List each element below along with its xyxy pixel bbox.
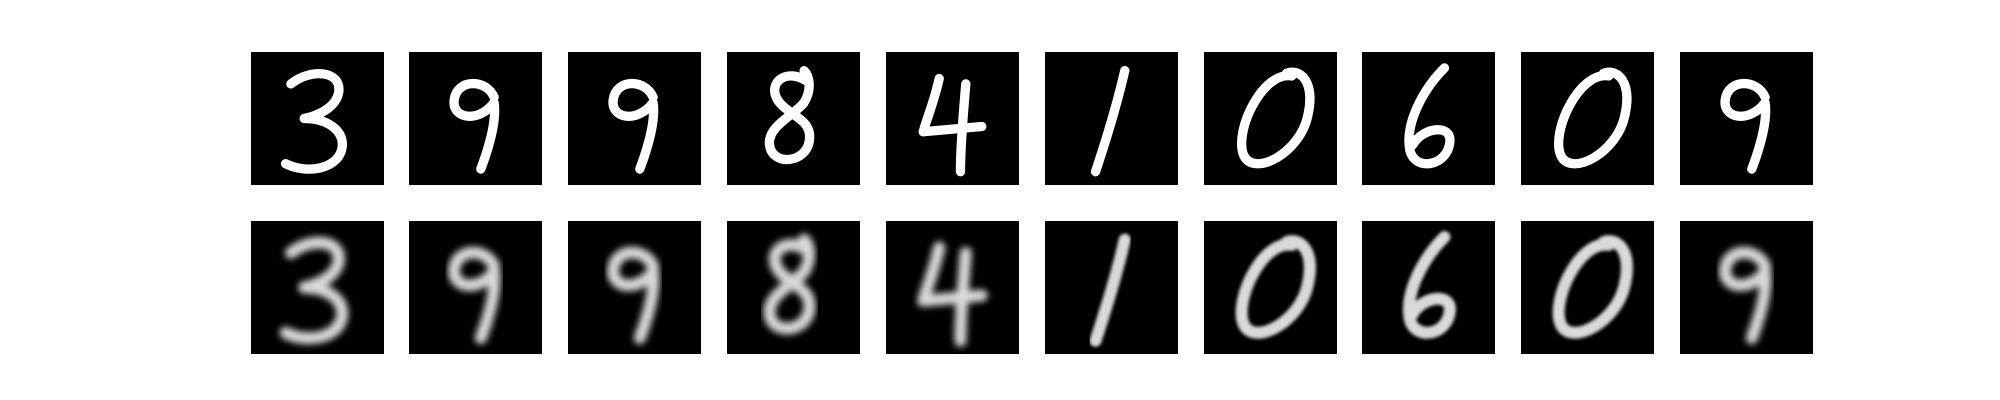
original-digit-9-stroke xyxy=(1720,79,1771,174)
reconstruction-digit-3-stroke xyxy=(279,236,349,345)
original-tile-5: 1 xyxy=(1045,52,1178,185)
reconstruction-digit-0-stroke xyxy=(1235,235,1316,339)
reconstruction-digit-1-stroke xyxy=(1089,233,1131,347)
original-digit-3-stroke xyxy=(280,69,347,174)
original-digit-0-stroke xyxy=(1554,67,1632,169)
reconstruction-tile-0: 3 xyxy=(251,221,384,354)
original-digit-9-stroke xyxy=(449,79,500,174)
original-tile-bg xyxy=(886,52,1019,185)
reconstruction-digit-0-stroke xyxy=(1552,235,1633,339)
original-tile-3: 8 xyxy=(727,52,860,185)
original-tile-4: 4 xyxy=(886,52,1019,185)
reconstruction-digit-4-stroke xyxy=(917,241,988,347)
original-digit-8-stroke xyxy=(764,65,815,165)
reconstruction-tile-bg xyxy=(886,221,1019,354)
reconstruction-tile-7: 6 xyxy=(1362,221,1495,354)
original-tile-2: 9 xyxy=(568,52,701,185)
reconstruction-tile-3: 8 xyxy=(727,221,860,354)
original-digit-9-stroke xyxy=(608,79,659,174)
reconstruction-tile-5: 1 xyxy=(1045,221,1178,354)
reconstruction-tile-4: 4 xyxy=(886,221,1019,354)
reconstruction-digit-8-stroke xyxy=(763,233,816,335)
original-tile-1: 9 xyxy=(409,52,542,185)
reconstruction-digit-9-stroke xyxy=(1719,246,1772,345)
reconstruction-tile-8: 0 xyxy=(1521,221,1654,354)
reconstruction-tile-6: 0 xyxy=(1204,221,1337,354)
original-digit-0-stroke xyxy=(1237,67,1315,169)
reconstruction-digit-9-stroke xyxy=(448,246,501,345)
reconstruction-tile-9: 9 xyxy=(1680,221,1813,354)
reconstruction-tile-1: 9 xyxy=(409,221,542,354)
original-tile-6: 0 xyxy=(1204,52,1337,185)
original-digit-6-stroke xyxy=(1404,63,1455,169)
reconstruction-digit-6-stroke xyxy=(1403,230,1456,339)
original-tile-9: 9 xyxy=(1680,52,1813,185)
original-tile-7: 6 xyxy=(1362,52,1495,185)
tiles-group: 39984106093998410609 xyxy=(251,52,1813,354)
original-digit-4-stroke xyxy=(918,73,987,177)
reconstruction-digit-9-stroke xyxy=(607,246,660,345)
original-tile-0: 3 xyxy=(251,52,384,185)
reconstruction-tile-2: 9 xyxy=(568,221,701,354)
original-digit-1-stroke xyxy=(1090,65,1130,177)
original-tile-8: 0 xyxy=(1521,52,1654,185)
